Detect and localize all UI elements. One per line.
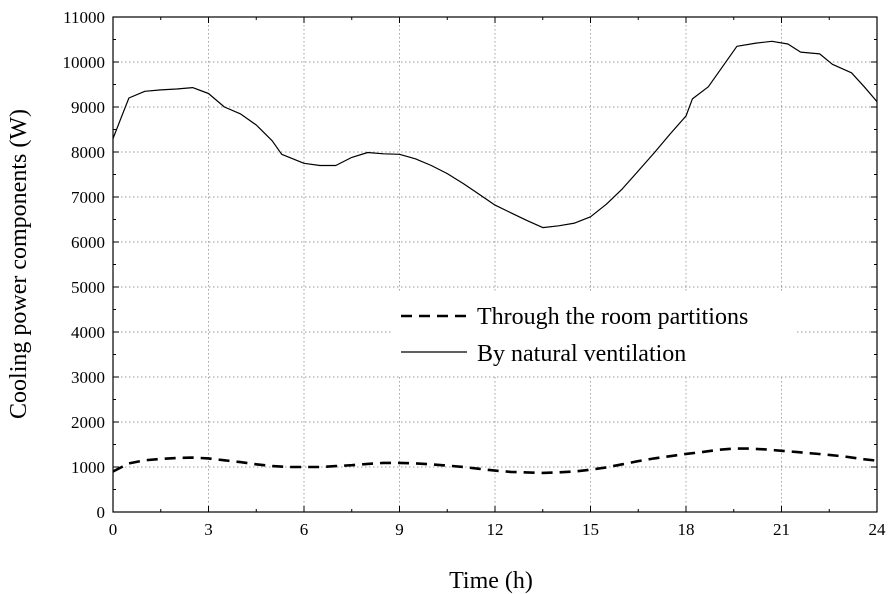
y-tick-label: 11000 bbox=[63, 8, 105, 27]
x-tick-label: 6 bbox=[300, 520, 309, 539]
x-tick-label: 0 bbox=[109, 520, 118, 539]
y-tick-label: 6000 bbox=[71, 233, 105, 252]
y-tick-labels: 0 1000 2000 3000 4000 5000 6000 7000 8000 9000 100… bbox=[63, 8, 106, 522]
x-axis-title: Time (h) bbox=[449, 568, 533, 594]
legend-label-ventilation: By natural ventilation bbox=[477, 341, 686, 367]
y-tick-label: 2000 bbox=[71, 413, 105, 432]
x-tick-label: 15 bbox=[582, 520, 599, 539]
y-tick-label: 5000 bbox=[71, 278, 105, 297]
y-tick-label: 8000 bbox=[71, 143, 105, 162]
axis-ticks bbox=[112, 16, 878, 513]
legend: Through the room partitions By natural v… bbox=[391, 293, 796, 375]
series-line-partitions bbox=[112, 447, 878, 475]
x-tick-labels: 0 3 6 9 12 15 18 21 24 bbox=[109, 520, 886, 539]
x-tick-label: 21 bbox=[773, 520, 790, 539]
y-tick-label: 10000 bbox=[63, 53, 106, 72]
series-lines bbox=[112, 40, 878, 475]
y-tick-label: 1000 bbox=[71, 458, 105, 477]
x-tick-label: 9 bbox=[395, 520, 404, 539]
y-tick-label: 3000 bbox=[71, 368, 105, 387]
y-tick-label: 9000 bbox=[71, 98, 105, 117]
x-tick-label: 18 bbox=[678, 520, 695, 539]
y-tick-label: 4000 bbox=[71, 323, 105, 342]
y-axis-title: Cooling power components (W) bbox=[6, 109, 32, 419]
y-tick-label: 7000 bbox=[71, 188, 105, 207]
x-tick-label: 12 bbox=[487, 520, 504, 539]
x-tick-label: 3 bbox=[204, 520, 213, 539]
legend-background bbox=[391, 293, 796, 375]
x-tick-label: 24 bbox=[869, 520, 887, 539]
series-line-ventilation bbox=[112, 40, 878, 229]
y-tick-label: 0 bbox=[97, 503, 106, 522]
legend-label-partitions: Through the room partitions bbox=[477, 304, 748, 330]
